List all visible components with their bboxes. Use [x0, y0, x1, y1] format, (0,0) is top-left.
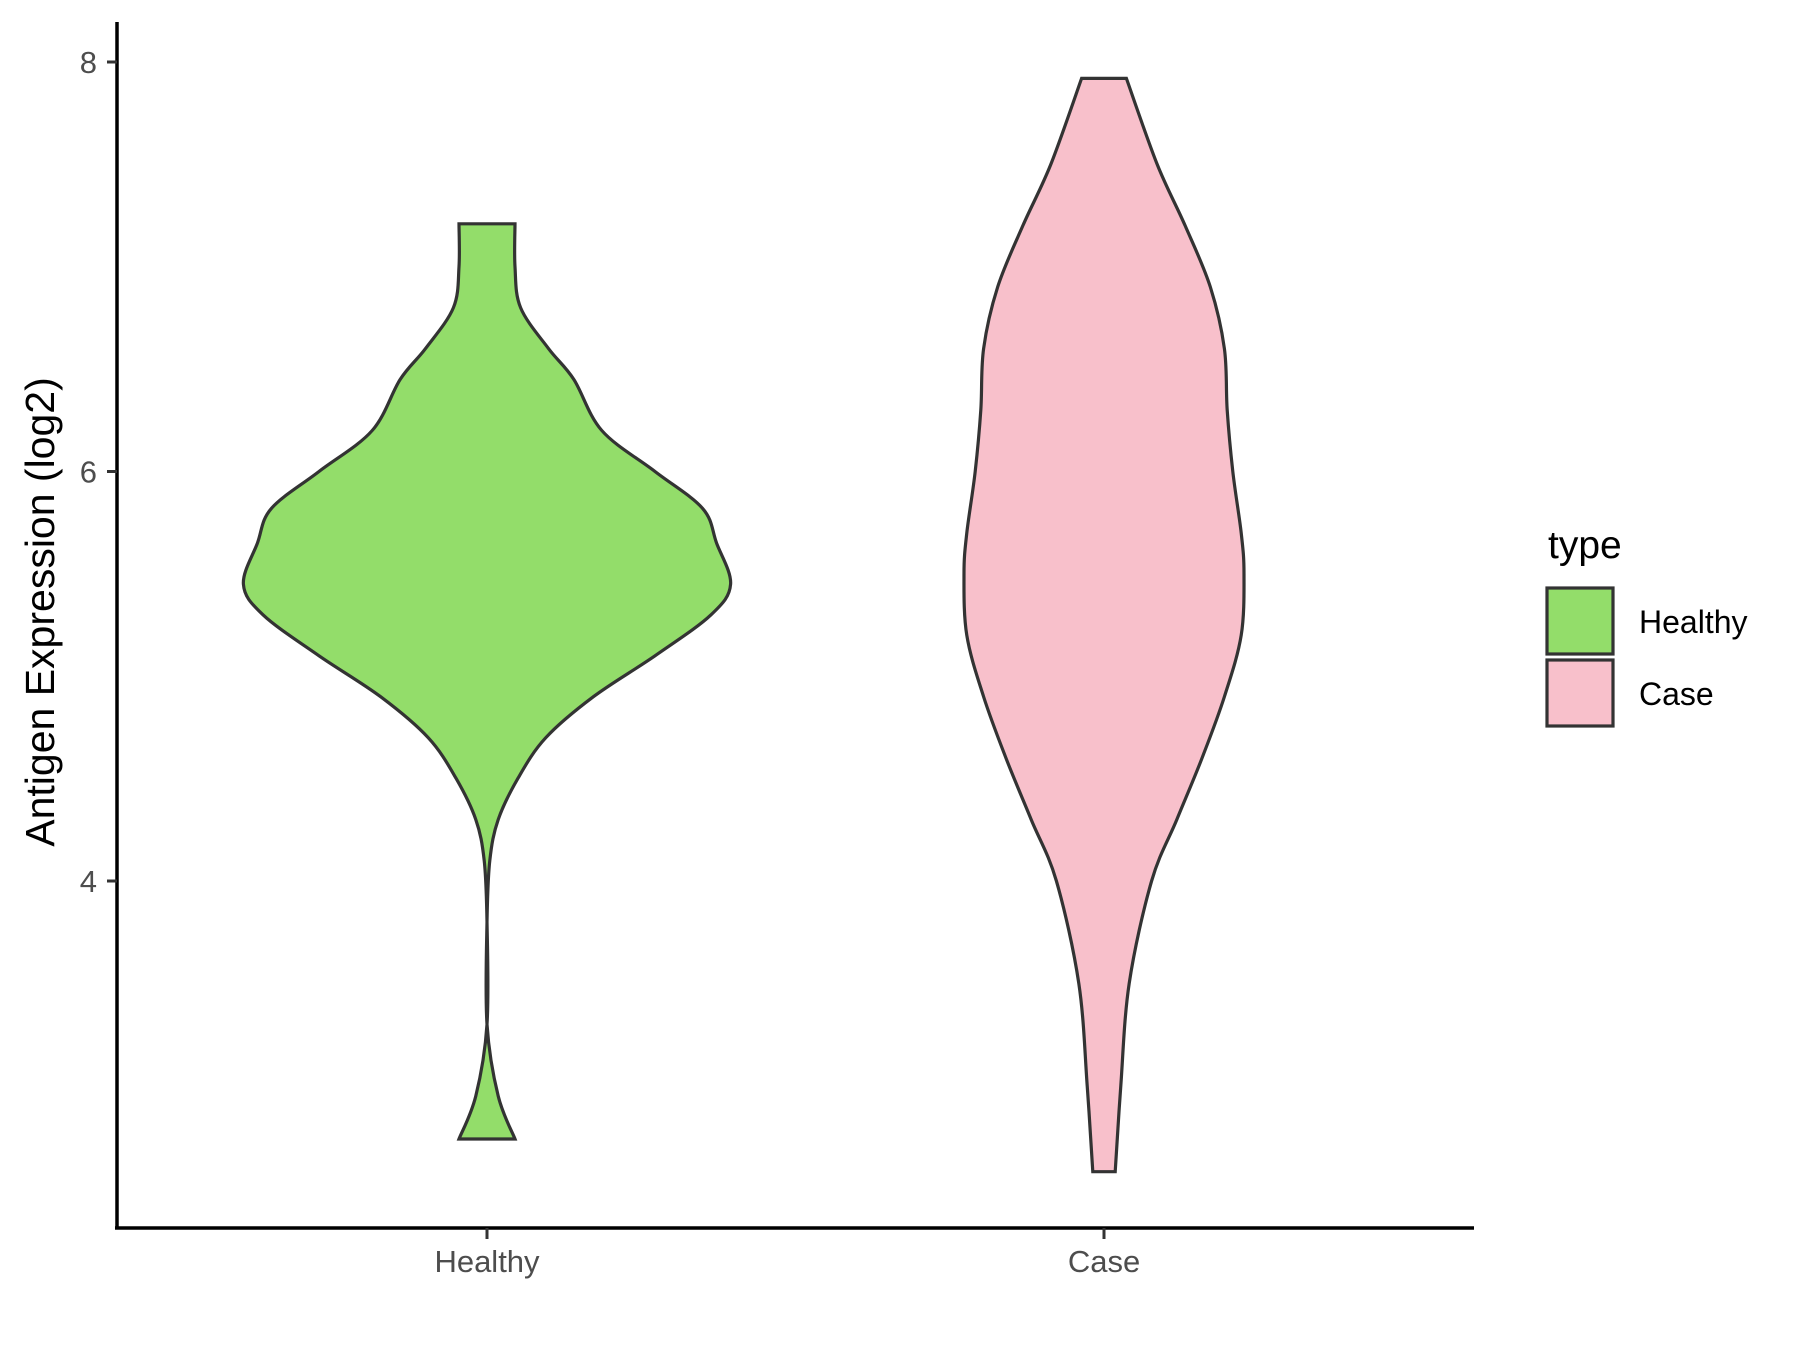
y-tick-label-4: 4	[80, 864, 97, 899]
legend-title: type	[1548, 524, 1622, 567]
y-axis-title: Antigen Expression (log2)	[17, 377, 63, 846]
legend-label-healthy: Healthy	[1639, 604, 1748, 640]
legend: type Healthy Case	[1545, 524, 1748, 728]
plot-area	[241, 76, 1246, 1174]
y-tick-label-6: 6	[80, 455, 97, 490]
x-tick-label-healthy: Healthy	[434, 1244, 540, 1279]
legend-key-case	[1545, 658, 1615, 728]
x-tick-label-case: Case	[1068, 1244, 1140, 1279]
violin-case	[962, 76, 1246, 1174]
y-tick-label-8: 8	[80, 45, 97, 80]
axes: 4 6 8 Healthy Case	[80, 22, 1474, 1279]
violin-healthy	[241, 222, 733, 1141]
legend-key-healthy	[1545, 586, 1615, 656]
legend-label-case: Case	[1639, 676, 1714, 712]
